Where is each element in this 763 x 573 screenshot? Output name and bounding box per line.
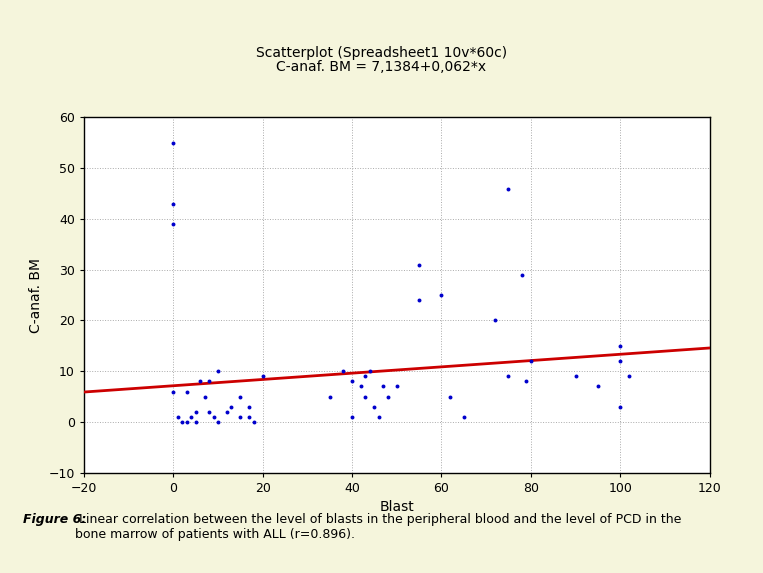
Point — [181, 387, 193, 396]
Point — [167, 219, 179, 229]
Point — [614, 356, 626, 366]
Point — [377, 382, 389, 391]
Point — [189, 417, 201, 426]
Point — [208, 413, 220, 422]
Point — [413, 260, 425, 269]
Point — [185, 413, 198, 422]
Text: Scatterplot (Spreadsheet1 10v*60c): Scatterplot (Spreadsheet1 10v*60c) — [256, 46, 507, 60]
Point — [373, 413, 385, 422]
Point — [324, 392, 336, 401]
Point — [458, 413, 470, 422]
Point — [194, 377, 206, 386]
Point — [176, 417, 188, 426]
Point — [444, 392, 456, 401]
Point — [382, 392, 394, 401]
Point — [359, 392, 372, 401]
Point — [256, 372, 269, 381]
Point — [203, 407, 215, 417]
Point — [172, 413, 184, 422]
Point — [189, 407, 201, 417]
Point — [436, 291, 448, 300]
Point — [614, 402, 626, 411]
X-axis label: Blast: Blast — [379, 500, 414, 515]
Point — [369, 402, 381, 411]
Point — [212, 367, 224, 376]
Point — [181, 417, 193, 426]
Point — [243, 402, 256, 411]
Text: Figure 6:: Figure 6: — [23, 513, 86, 526]
Point — [359, 372, 372, 381]
Point — [355, 382, 367, 391]
Point — [346, 377, 358, 386]
Point — [502, 184, 514, 193]
Point — [203, 377, 215, 386]
Point — [234, 413, 246, 422]
Point — [525, 356, 537, 366]
Point — [248, 417, 260, 426]
Point — [167, 138, 179, 147]
Point — [489, 316, 501, 325]
Point — [167, 387, 179, 396]
Point — [243, 413, 256, 422]
Text: C-anaf. BM = 7,1384+0,062*x: C-anaf. BM = 7,1384+0,062*x — [276, 61, 487, 74]
Point — [391, 382, 403, 391]
Point — [569, 372, 581, 381]
Point — [592, 382, 604, 391]
Y-axis label: C-anaf. BM: C-anaf. BM — [29, 258, 43, 332]
Point — [413, 296, 425, 305]
Point — [167, 199, 179, 209]
Point — [502, 372, 514, 381]
Point — [225, 402, 237, 411]
Point — [364, 367, 376, 376]
Point — [234, 392, 246, 401]
Point — [623, 372, 636, 381]
Text: Linear correlation between the level of blasts in the peripheral blood and the l: Linear correlation between the level of … — [75, 513, 681, 541]
Point — [516, 270, 528, 280]
Point — [221, 407, 233, 417]
Point — [198, 392, 211, 401]
Point — [346, 413, 358, 422]
Point — [614, 342, 626, 351]
Point — [337, 367, 349, 376]
Point — [520, 377, 533, 386]
Point — [212, 417, 224, 426]
